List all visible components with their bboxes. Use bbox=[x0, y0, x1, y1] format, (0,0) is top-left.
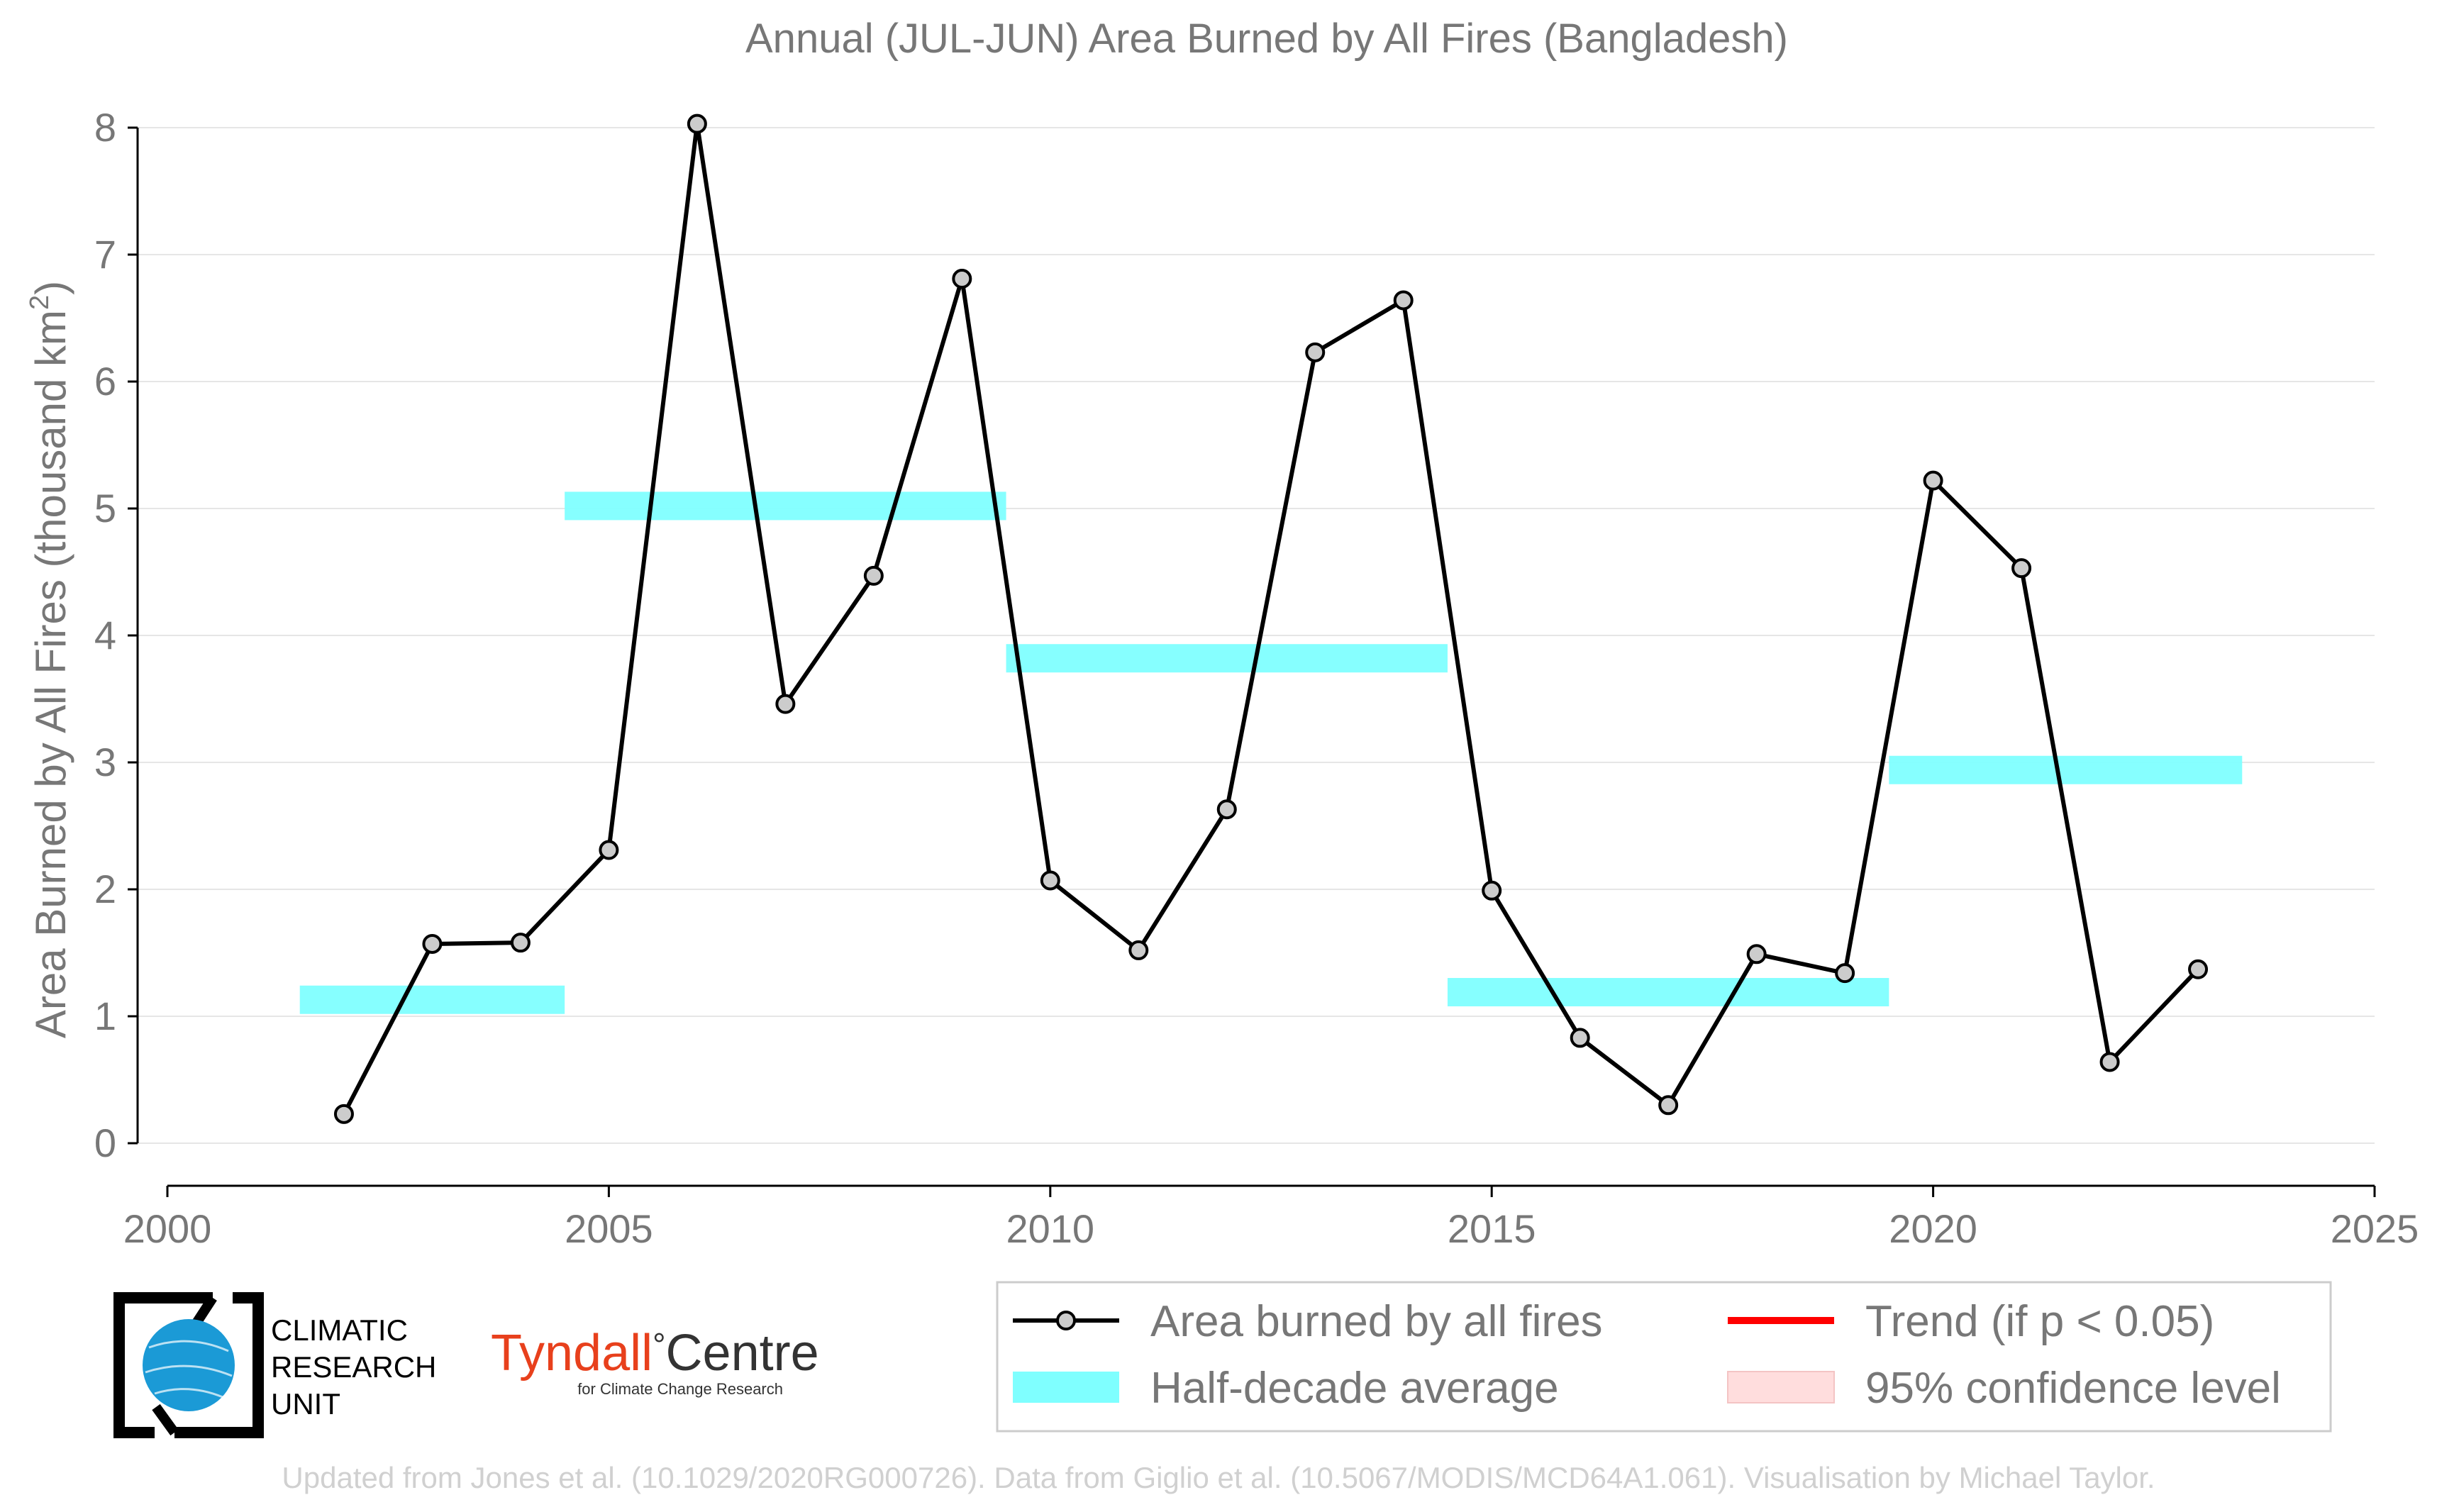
legend-swatch-marker bbox=[1056, 1311, 1076, 1330]
data-point-2010 bbox=[1040, 870, 1060, 891]
data-point-2019 bbox=[1835, 963, 1855, 984]
svg-text:Tyndall°Centre: Tyndall°Centre bbox=[491, 1325, 819, 1382]
legend-entry-4: 95% confidence level bbox=[1727, 1364, 2281, 1413]
y-tick-label-1: 1 bbox=[94, 994, 116, 1038]
half-decade-bar-4 bbox=[1447, 977, 1889, 1006]
legend-entry-3: Trend (if p < 0.05) bbox=[1728, 1297, 2214, 1346]
y-tick-label-5: 5 bbox=[94, 486, 116, 530]
y-tick-label-6: 6 bbox=[94, 359, 116, 404]
x-tick-label-2010: 2010 bbox=[1006, 1206, 1095, 1251]
data-point-2007 bbox=[775, 694, 796, 714]
x-ticks: 2000 2005 2010 2015 2020 2025 bbox=[123, 1186, 2419, 1251]
data-point-2012 bbox=[1216, 799, 1237, 820]
legend-label: Trend (if p < 0.05) bbox=[1865, 1297, 2214, 1346]
y-tick-label-0: 0 bbox=[94, 1121, 116, 1165]
data-point-2004 bbox=[510, 933, 531, 953]
data-point-2009 bbox=[952, 269, 972, 289]
x-tick-label-2025: 2025 bbox=[2331, 1206, 2419, 1251]
grid bbox=[138, 127, 2375, 1144]
legend-entry-2: Half-decade average bbox=[1013, 1364, 1559, 1413]
y-tick-label-2: 2 bbox=[94, 867, 116, 911]
cru-logo: CLIMATIC RESEARCH UNIT bbox=[113, 1292, 436, 1438]
y-tick-label-7: 7 bbox=[94, 232, 116, 277]
y-axis-label-main: Area Burned by All Fires (thousand km bbox=[27, 310, 74, 1038]
tyndall-logo: Tyndall°Centre for Climate Change Resear… bbox=[491, 1325, 819, 1398]
x-tick-label-2015: 2015 bbox=[1448, 1206, 1536, 1251]
half-decade-bar-1 bbox=[299, 985, 565, 1014]
legend-swatch-patch bbox=[1013, 1372, 1119, 1403]
y-tick-label-4: 4 bbox=[94, 613, 116, 657]
half-decade-bar-5 bbox=[1889, 755, 2243, 784]
data-point-2022 bbox=[2099, 1052, 2120, 1072]
x-tick-label-2020: 2020 bbox=[1889, 1206, 1977, 1251]
footer-credits: Updated from Jones et al. (10.1029/2020R… bbox=[282, 1461, 2155, 1494]
half-decade-bar-2 bbox=[565, 491, 1006, 521]
data-point-2017 bbox=[1658, 1095, 1679, 1116]
legend-label: Half-decade average bbox=[1150, 1364, 1559, 1413]
legend-entry-1: Area burned by all fires bbox=[1013, 1297, 1603, 1346]
data-point-2021 bbox=[2011, 558, 2032, 579]
tyndall-suffix: Centre bbox=[666, 1325, 819, 1382]
data-point-2011 bbox=[1128, 940, 1149, 960]
cru-line2: RESEARCH bbox=[271, 1350, 436, 1384]
tyndall-name: Tyndall bbox=[491, 1325, 653, 1382]
half-decade-bar-3 bbox=[1006, 644, 1448, 673]
legend: Area burned by all fires Half-decade aver… bbox=[996, 1281, 2332, 1433]
x-tick-label-2005: 2005 bbox=[565, 1206, 653, 1251]
y-tick-label-8: 8 bbox=[94, 105, 116, 150]
tyndall-degree: ° bbox=[653, 1326, 665, 1363]
data-point-2013 bbox=[1305, 342, 1326, 362]
data-point-2008 bbox=[863, 565, 884, 586]
series-line bbox=[342, 121, 2200, 1116]
data-point-2023 bbox=[2188, 959, 2209, 979]
legend-swatch-patch bbox=[1727, 1371, 1835, 1403]
data-point-2003 bbox=[422, 933, 443, 954]
cru-line3: UNIT bbox=[271, 1387, 340, 1421]
data-point-2016 bbox=[1570, 1028, 1590, 1048]
data-point-2018 bbox=[1746, 944, 1767, 965]
data-point-2020 bbox=[1923, 470, 1943, 491]
y-axis-label-sup: 2 bbox=[25, 295, 55, 310]
data-point-2002 bbox=[333, 1104, 354, 1124]
data-point-2014 bbox=[1393, 290, 1414, 311]
tyndall-subtitle: for Climate Change Research bbox=[577, 1380, 783, 1398]
y-axis-label-close: ) bbox=[27, 281, 74, 295]
legend-label: Area burned by all fires bbox=[1150, 1297, 1603, 1346]
data-point-2015 bbox=[1482, 880, 1502, 901]
cru-line1: CLIMATIC bbox=[271, 1313, 408, 1347]
series-area-burned bbox=[333, 113, 2209, 1124]
x-tick-label-2000: 2000 bbox=[123, 1206, 212, 1251]
legend-box bbox=[996, 1281, 2332, 1433]
data-point-2006 bbox=[687, 113, 707, 134]
half-decade-averages bbox=[299, 491, 2243, 1014]
chart-title: Annual (JUL-JUN) Area Burned by All Fire… bbox=[745, 16, 1788, 62]
legend-label: 95% confidence level bbox=[1865, 1364, 2281, 1413]
y-tick-label-3: 3 bbox=[94, 740, 116, 784]
data-point-2005 bbox=[599, 840, 619, 860]
y-axis-label: Area Burned by All Fires (thousand km2) bbox=[25, 281, 74, 1038]
y-ticks: 0 1 2 3 4 5 6 7 8 bbox=[94, 105, 138, 1165]
